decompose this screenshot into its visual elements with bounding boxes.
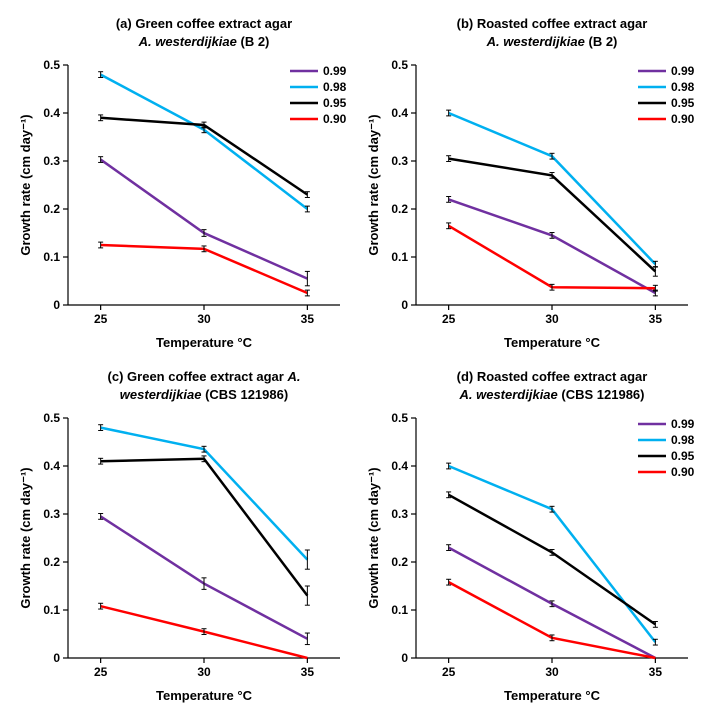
y-tick-label: 0.1 — [391, 250, 408, 264]
y-tick-label: 0 — [401, 651, 408, 665]
series-line-0.98 — [101, 75, 308, 209]
y-tick-label: 0 — [53, 298, 60, 312]
y-tick-label: 0.4 — [391, 459, 408, 473]
x-tick-label: 30 — [545, 665, 559, 679]
panel-b: (b) Roasted coffee extract agar A. wester… — [358, 10, 706, 363]
x-tick-label: 30 — [197, 312, 211, 326]
panel-title-line1: (a) Green coffee extract agar — [116, 16, 292, 31]
legend-label-0.98: 0.98 — [671, 80, 695, 94]
legend-label-0.99: 0.99 — [671, 417, 695, 431]
legend-label-0.95: 0.95 — [671, 449, 695, 463]
y-tick-label: 0.5 — [391, 411, 408, 425]
x-tick-label: 35 — [301, 312, 315, 326]
x-tick-label: 25 — [441, 665, 455, 679]
legend-label-0.98: 0.98 — [323, 80, 347, 94]
y-tick-label: 0.3 — [43, 154, 60, 168]
y-tick-label: 0.3 — [391, 154, 408, 168]
y-tick-label: 0.1 — [43, 603, 60, 617]
y-tick-label: 0.1 — [43, 250, 60, 264]
y-axis-label: Growth rate (cm day⁻¹) — [366, 467, 381, 608]
y-tick-label: 0.5 — [43, 58, 60, 72]
y-tick-label: 0.2 — [391, 202, 408, 216]
y-axis-label: Growth rate (cm day⁻¹) — [18, 467, 33, 608]
chart-grid: (a) Green coffee extract agar A. westerdi… — [10, 10, 705, 716]
y-tick-label: 0.2 — [43, 202, 60, 216]
y-tick-label: 0.3 — [391, 507, 408, 521]
panel-d: (d) Roasted coffee extract agar A. wester… — [358, 363, 706, 716]
chart-panel-c: (c) Green coffee extract agar A. westerdi… — [10, 363, 357, 716]
x-tick-label: 30 — [197, 665, 211, 679]
x-axis-label: Temperature °C — [504, 688, 601, 703]
y-tick-label: 0.2 — [391, 555, 408, 569]
panel-a: (a) Green coffee extract agar A. westerdi… — [10, 10, 358, 363]
legend-label-0.90: 0.90 — [323, 112, 347, 126]
legend-label-0.95: 0.95 — [323, 96, 347, 110]
y-axis-label: Growth rate (cm day⁻¹) — [18, 114, 33, 255]
y-tick-label: 0.3 — [43, 507, 60, 521]
y-tick-label: 0.5 — [391, 58, 408, 72]
x-axis-label: Temperature °C — [504, 335, 601, 350]
x-tick-label: 35 — [301, 665, 315, 679]
y-axis-label: Growth rate (cm day⁻¹) — [366, 114, 381, 255]
legend-label-0.90: 0.90 — [671, 112, 695, 126]
x-axis-label: Temperature °C — [156, 335, 253, 350]
legend-label-0.98: 0.98 — [671, 433, 695, 447]
legend-label-0.90: 0.90 — [671, 465, 695, 479]
y-tick-label: 0.4 — [43, 106, 60, 120]
legend-label-0.99: 0.99 — [323, 64, 347, 78]
x-tick-label: 30 — [545, 312, 559, 326]
panel-title-line2: A. westerdijkiae (B 2) — [138, 34, 270, 49]
y-tick-label: 0.4 — [43, 459, 60, 473]
x-tick-label: 25 — [94, 312, 108, 326]
series-line-0.99 — [101, 160, 308, 279]
x-tick-label: 25 — [94, 665, 108, 679]
series-line-0.99 — [448, 199, 655, 293]
panel-title-line1: (d) Roasted coffee extract agar — [456, 369, 647, 384]
panel-title-line2: westerdijkiae (CBS 121986) — [120, 387, 288, 402]
y-tick-label: 0.5 — [43, 411, 60, 425]
legend-label-0.99: 0.99 — [671, 64, 695, 78]
y-tick-label: 0 — [401, 298, 408, 312]
x-tick-label: 35 — [648, 665, 662, 679]
panel-title-line1: (c) Green coffee extract agar A. — [108, 369, 301, 384]
chart-panel-d: (d) Roasted coffee extract agar A. wester… — [358, 363, 705, 716]
y-tick-label: 0.1 — [391, 603, 408, 617]
x-tick-label: 35 — [648, 312, 662, 326]
y-tick-label: 0.4 — [391, 106, 408, 120]
x-tick-label: 25 — [441, 312, 455, 326]
legend-label-0.95: 0.95 — [671, 96, 695, 110]
x-axis-label: Temperature °C — [156, 688, 253, 703]
chart-panel-a: (a) Green coffee extract agar A. westerdi… — [10, 10, 357, 363]
panel-title-line1: (b) Roasted coffee extract agar — [456, 16, 647, 31]
y-tick-label: 0.2 — [43, 555, 60, 569]
series-line-0.90 — [448, 582, 655, 658]
panel-title-line2: A. westerdijkiae (CBS 121986) — [458, 387, 644, 402]
y-tick-label: 0 — [53, 651, 60, 665]
panel-c: (c) Green coffee extract agar A. westerdi… — [10, 363, 358, 716]
chart-panel-b: (b) Roasted coffee extract agar A. wester… — [358, 10, 705, 363]
panel-title-line2: A. westerdijkiae (B 2) — [485, 34, 617, 49]
